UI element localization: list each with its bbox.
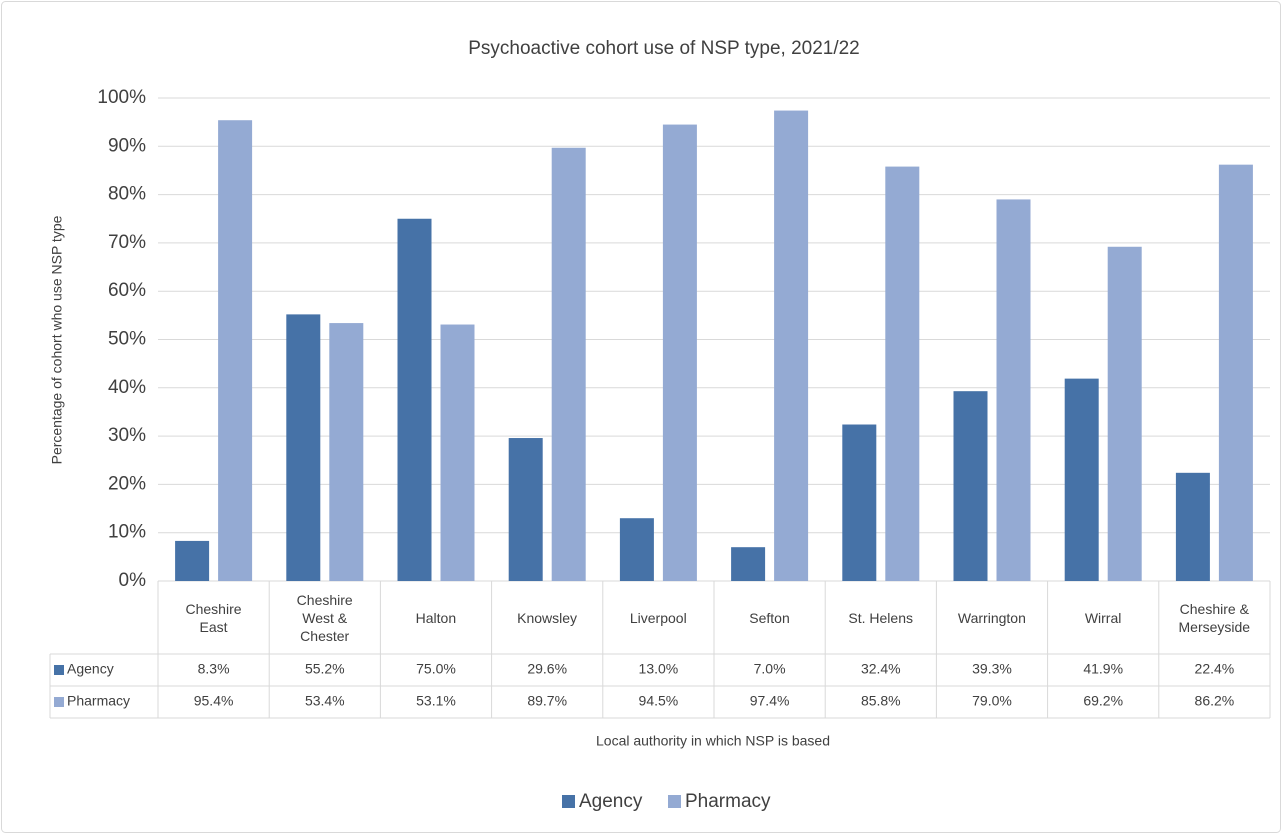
table-legend-key — [54, 665, 64, 675]
table-value: 94.5% — [639, 693, 679, 709]
table-value: 79.0% — [972, 693, 1012, 709]
y-axis-title: Percentage of cohort who use NSP type — [49, 215, 65, 464]
y-tick-label: 100% — [97, 87, 146, 108]
category-cell: Warrington — [957, 609, 1026, 626]
y-tick-label: 90% — [108, 135, 146, 156]
bar — [1064, 378, 1099, 581]
table-legend-key — [54, 697, 64, 707]
bar — [953, 391, 988, 581]
y-tick-label: 20% — [108, 473, 146, 494]
bar — [218, 120, 253, 581]
y-tick-label: 60% — [108, 280, 146, 301]
bar — [885, 166, 920, 581]
table-value: 39.3% — [972, 661, 1012, 677]
table-value: 29.6% — [527, 661, 567, 677]
x-tick-label: Liverpool — [629, 609, 687, 626]
x-tick-label: St. Helens — [848, 609, 913, 626]
x-tick-label: Knowsley — [517, 609, 578, 626]
table-value: 85.8% — [861, 693, 901, 709]
category-cell: Knowsley — [517, 609, 578, 626]
bar — [1175, 472, 1210, 581]
y-tick-label: 30% — [108, 425, 146, 446]
category-cell: Cheshire East — [185, 600, 242, 635]
bar — [731, 547, 766, 581]
bar — [286, 314, 321, 581]
y-tick-label: 10% — [108, 522, 146, 543]
table-value: 86.2% — [1195, 693, 1235, 709]
x-tick-label: Warrington — [957, 609, 1026, 626]
category-cell: Sefton — [749, 609, 790, 626]
table-value: 13.0% — [639, 661, 679, 677]
table-value: 8.3% — [198, 661, 230, 677]
y-tick-label: 80% — [108, 184, 146, 205]
category-cell: Cheshire West & Chester — [296, 591, 353, 644]
x-tick-label: Cheshire & Merseyside — [1178, 600, 1251, 635]
table-value: 53.4% — [305, 693, 345, 709]
category-cell: Cheshire & Merseyside — [1178, 600, 1251, 635]
legend-label: Pharmacy — [685, 791, 771, 812]
bar — [842, 424, 877, 581]
bar — [397, 218, 432, 581]
table-value: 75.0% — [416, 661, 456, 677]
table-value: 41.9% — [1083, 661, 1123, 677]
chart-title: Psychoactive cohort use of NSP type, 202… — [468, 38, 860, 59]
x-tick-label: Cheshire West & Chester — [296, 591, 353, 644]
bar — [329, 323, 364, 581]
category-cell: Wirral — [1084, 609, 1122, 626]
y-tick-label: 40% — [108, 377, 146, 398]
x-tick-label: Wirral — [1084, 609, 1122, 626]
table-value: 7.0% — [754, 661, 786, 677]
table-value: 53.1% — [416, 693, 456, 709]
table-value: 97.4% — [750, 693, 790, 709]
x-tick-label: Halton — [415, 609, 457, 626]
x-tick-label: Sefton — [749, 609, 790, 626]
table-value: 22.4% — [1195, 661, 1235, 677]
table-value: 32.4% — [861, 661, 901, 677]
legend-label: Agency — [579, 791, 643, 812]
y-tick-label: 0% — [119, 570, 147, 591]
bar — [1218, 164, 1253, 582]
bar — [551, 147, 586, 581]
bar — [175, 540, 210, 581]
y-tick-label: 70% — [108, 232, 146, 253]
category-cell: St. Helens — [848, 609, 913, 626]
bar — [774, 110, 809, 582]
x-axis-title: Local authority in which NSP is based — [596, 733, 830, 749]
bar — [508, 438, 543, 581]
table-value: 69.2% — [1083, 693, 1123, 709]
bar — [662, 124, 697, 581]
table-series-name: Agency — [67, 661, 114, 677]
legend-key — [668, 795, 681, 808]
legend-key — [562, 795, 575, 808]
x-tick-label: Cheshire East — [185, 600, 242, 635]
bar — [996, 199, 1031, 581]
bar — [440, 324, 475, 581]
table-series-name: Pharmacy — [67, 693, 130, 709]
category-cell: Halton — [415, 609, 457, 626]
y-tick-label: 50% — [108, 329, 146, 350]
table-value: 89.7% — [527, 693, 567, 709]
category-cell: Liverpool — [629, 609, 687, 626]
table-value: 55.2% — [305, 661, 345, 677]
table-value: 95.4% — [194, 693, 234, 709]
bar — [1107, 246, 1142, 582]
bar — [619, 518, 654, 581]
